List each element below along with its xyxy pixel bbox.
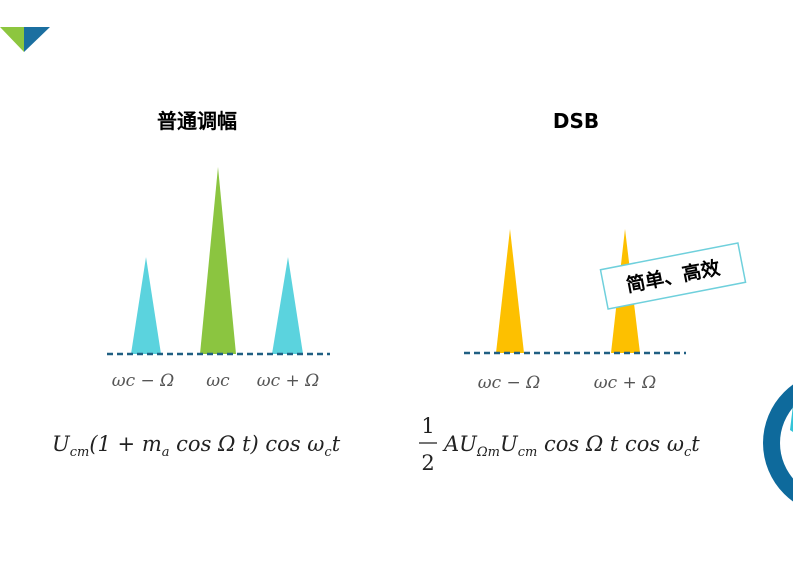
axis-label: ωc: [206, 371, 230, 391]
deco-circle-inner: [780, 407, 793, 479]
subscript: cm: [518, 445, 538, 460]
spike: [272, 257, 303, 354]
spike: [496, 229, 524, 353]
note-frame: [599, 242, 747, 310]
formula-part: cos Ω t cos ω: [537, 432, 684, 456]
axis-label: ωc − Ω: [112, 371, 175, 391]
corner-blue: [24, 27, 50, 52]
fraction-num: 1: [421, 414, 434, 438]
formula-part: U: [500, 432, 519, 456]
left-title: 普通调幅: [157, 109, 237, 133]
formula-part: U: [52, 432, 71, 456]
formula-part: (1 +: [89, 432, 142, 456]
axis-label: ωc + Ω: [594, 373, 657, 393]
formula: AUΩmUcm cos Ω t cos ωct: [442, 432, 700, 460]
axis-label: ωc − Ω: [478, 373, 541, 393]
fraction-den: 2: [421, 451, 434, 475]
subscript: a: [162, 445, 170, 460]
formula-part: m: [142, 432, 162, 456]
formula-part: t: [691, 432, 700, 456]
subscript: cm: [70, 445, 90, 460]
formula-part: AU: [442, 432, 478, 456]
deco-circle: [763, 384, 793, 502]
spike: [131, 257, 161, 354]
axis-label: ωc + Ω: [257, 371, 320, 391]
formula-part: t: [332, 432, 341, 456]
spike: [200, 167, 236, 354]
corner-green: [0, 27, 24, 52]
formula: Ucm(1 + ma cos Ω t) cos ωct: [52, 432, 341, 460]
subscript: Ωm: [476, 445, 500, 460]
right-title: DSB: [553, 109, 599, 133]
subscript: c: [684, 445, 692, 460]
subscript: c: [324, 445, 332, 460]
formula-part: cos Ω t) cos ω: [170, 432, 325, 456]
deco-sliver: [790, 405, 793, 432]
note-box: 简单、高效: [599, 242, 747, 310]
